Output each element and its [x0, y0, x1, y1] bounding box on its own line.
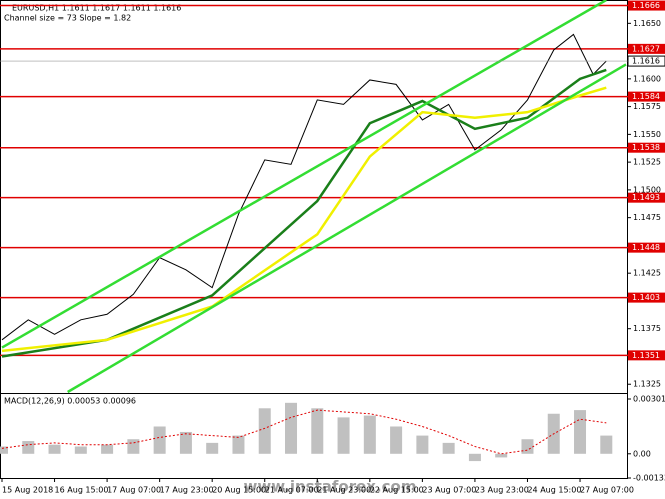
macd-bar: [127, 439, 140, 454]
level-label-box: [628, 350, 665, 361]
y-tick-label: 1.1325: [633, 380, 661, 389]
macd-bar: [48, 444, 61, 454]
macd-title: MACD(12,26,9) 0.00053 0.00096: [4, 397, 136, 406]
series-line: [1, 68, 607, 358]
x-tick-label: 21 Aug 23:00: [317, 486, 371, 495]
x-tick-label: 23 Aug 07:00: [422, 486, 476, 495]
series-line: [1, 33, 607, 341]
macd-bar: [390, 426, 403, 454]
level-label: 1.1493: [632, 193, 660, 202]
y-tick-label: -0.00133: [633, 474, 665, 483]
macd-bar: [311, 408, 324, 454]
y-tick-label: 1.1425: [633, 269, 661, 278]
level-label: 1.1538: [632, 143, 660, 152]
x-tick-label: 24 Aug 15:00: [527, 486, 581, 495]
y-tick-label: 1.1525: [633, 158, 661, 167]
y-tick-label: 0.00301: [633, 395, 665, 404]
level-label: 1.1351: [632, 351, 660, 360]
macd-bar: [600, 435, 613, 454]
x-tick-label: 20 Aug 15:00: [212, 486, 266, 495]
macd-bar: [101, 444, 114, 454]
chart-subtitle: Channel size = 73 Slope = 1.82: [4, 14, 131, 23]
level-label-box: [628, 0, 665, 11]
macd-bar: [442, 442, 455, 454]
macd-bar: [416, 435, 429, 454]
macd-bar: [337, 417, 350, 454]
macd-bar: [153, 426, 166, 454]
macd-bar: [206, 442, 219, 454]
macd-bar: [495, 453, 508, 458]
macd-bar: [285, 402, 298, 454]
x-tick-label: 23 Aug 23:00: [475, 486, 529, 495]
current-price-label: 1.1616: [632, 57, 660, 66]
level-label-box: [628, 142, 665, 153]
y-tick-label: 1.1500: [633, 185, 661, 194]
macd-bar: [521, 439, 534, 454]
y-tick-label: 1.1575: [633, 102, 661, 111]
level-label: 1.1448: [632, 243, 660, 252]
y-tick-label: 1.1650: [633, 19, 661, 28]
level-label-box: [628, 91, 665, 102]
macd-bar: [22, 441, 35, 454]
macd-bar: [74, 446, 87, 454]
level-label: 1.1627: [632, 44, 660, 53]
series-line: [1, 0, 607, 349]
plot-frame: [0, 0, 628, 479]
y-tick-label: 1.1600: [633, 74, 661, 83]
macd-bar: [468, 453, 481, 462]
series-line: [67, 63, 627, 394]
x-tick-label: 16 Aug 15:00: [55, 486, 109, 495]
macd-bar: [363, 415, 376, 454]
y-tick-label: 1.1375: [633, 324, 661, 333]
y-tick-label: 1.1475: [633, 213, 661, 222]
x-tick-label: 27 Aug 07:00: [580, 486, 634, 495]
chart-title: EURUSD,H1 1.1611 1.1617 1.1611 1.1616: [12, 4, 181, 13]
x-tick-label: 15 Aug 2018: [2, 486, 53, 495]
x-tick-label: 21 Aug 07:00: [265, 486, 319, 495]
y-tick-label: 0.00: [633, 449, 651, 458]
macd-bar: [0, 446, 8, 454]
macd-signal: [1, 409, 607, 455]
macd-bar: [232, 435, 245, 454]
x-tick-label: 17 Aug 07:00: [107, 486, 161, 495]
watermark: www.instaforex.com: [244, 478, 417, 496]
current-price-box: [627, 55, 665, 67]
level-label: 1.1584: [632, 92, 660, 101]
x-tick-label: 17 Aug 23:00: [160, 486, 214, 495]
level-label-box: [628, 192, 665, 203]
x-tick-label: 22 Aug 15:00: [370, 486, 424, 495]
macd-bar: [574, 410, 587, 454]
y-tick-label: 1.1550: [633, 130, 661, 139]
macd-bar: [258, 408, 271, 454]
series-line: [1, 86, 607, 353]
level-label-box: [628, 242, 665, 253]
level-label-box: [628, 43, 665, 54]
level-label-box: [628, 292, 665, 303]
level-label: 1.1666: [632, 1, 660, 10]
level-label: 1.1403: [632, 293, 660, 302]
macd-bar: [179, 431, 192, 454]
